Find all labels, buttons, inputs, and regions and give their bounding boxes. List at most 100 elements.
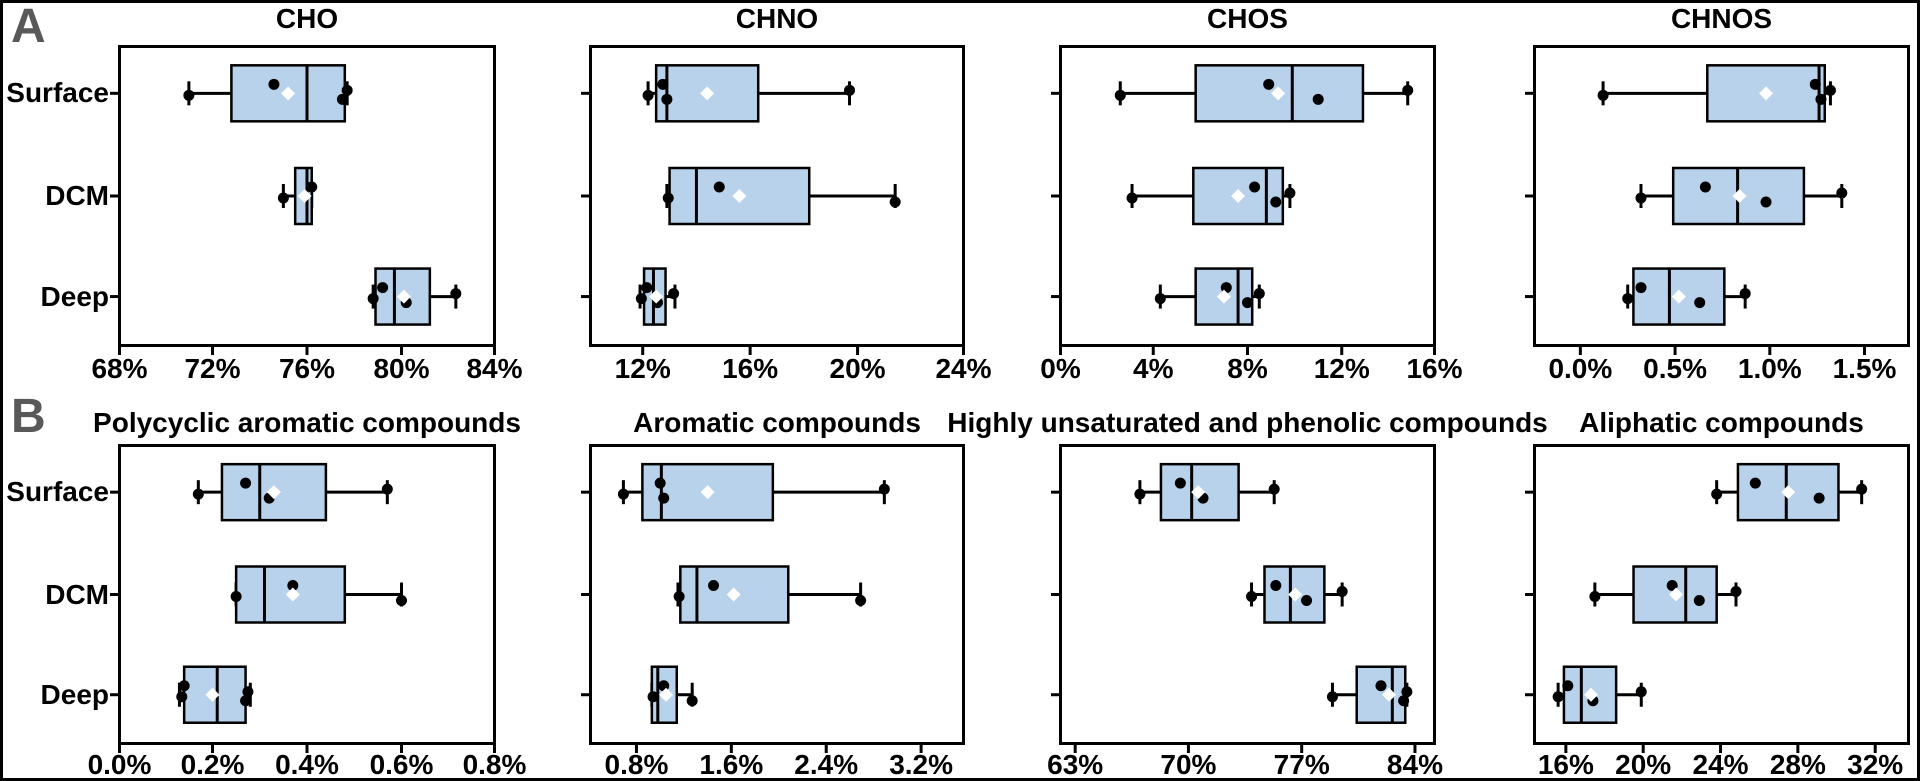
x-tick-label: 8% bbox=[1227, 353, 1268, 384]
mean-marker bbox=[1382, 687, 1397, 702]
data-point bbox=[277, 192, 289, 204]
mean-marker bbox=[1671, 289, 1686, 304]
data-point bbox=[1270, 196, 1282, 208]
data-point bbox=[287, 580, 299, 591]
data-point bbox=[1760, 196, 1772, 208]
data-point bbox=[230, 591, 242, 602]
boxplot-chnos bbox=[1525, 45, 1910, 355]
data-point bbox=[1552, 691, 1564, 703]
data-point bbox=[1597, 89, 1609, 101]
data-point bbox=[654, 477, 666, 489]
boxplot-cho bbox=[110, 45, 496, 355]
x-tick-label: 0.8% bbox=[604, 749, 669, 780]
data-point bbox=[889, 196, 901, 208]
box-group-surface bbox=[192, 462, 393, 522]
data-point bbox=[662, 192, 674, 204]
box-group-dcm bbox=[277, 166, 318, 226]
category-label-surface: Surface bbox=[6, 476, 109, 508]
box-group-deep bbox=[1622, 267, 1751, 326]
data-point bbox=[306, 181, 318, 193]
data-point bbox=[1562, 680, 1574, 692]
x-tick-label: 1.6% bbox=[699, 749, 764, 780]
box-group-surface bbox=[1711, 462, 1868, 522]
box-group-deep bbox=[1552, 665, 1647, 724]
x-tick-label: 63% bbox=[1047, 749, 1104, 780]
data-point bbox=[878, 483, 890, 495]
data-point bbox=[1326, 691, 1338, 703]
box-group-surface bbox=[1114, 64, 1414, 123]
data-point bbox=[641, 282, 653, 294]
mean-marker bbox=[266, 485, 281, 500]
mean-marker bbox=[1231, 189, 1246, 203]
box-group-surface bbox=[183, 64, 353, 123]
data-point bbox=[336, 93, 348, 105]
mean-marker bbox=[285, 587, 300, 602]
data-point bbox=[377, 282, 389, 294]
data-point bbox=[1824, 84, 1836, 96]
panel-title: Aliphatic compounds bbox=[1579, 407, 1864, 438]
mean-marker bbox=[649, 289, 664, 304]
box-group-dcm bbox=[1635, 166, 1848, 226]
x-tick-label: 12% bbox=[614, 353, 671, 384]
category-label-deep: Deep bbox=[40, 678, 109, 710]
mean-marker bbox=[659, 687, 674, 702]
mean-marker bbox=[732, 189, 747, 203]
x-tick-label: 24% bbox=[1692, 749, 1749, 780]
panel-title: Aromatic compounds bbox=[633, 407, 921, 438]
boxplot-aliphatic-compounds bbox=[1525, 444, 1910, 753]
data-point bbox=[176, 691, 188, 703]
data-point bbox=[1246, 591, 1258, 602]
data-point bbox=[1301, 595, 1313, 606]
boxplot-chno bbox=[581, 45, 965, 355]
data-point bbox=[1249, 181, 1261, 193]
panel-title: CHO bbox=[275, 3, 339, 34]
box-group-surface bbox=[1597, 64, 1836, 123]
data-point bbox=[1749, 477, 1761, 489]
data-point bbox=[713, 181, 725, 193]
x-tick-label: 20% bbox=[829, 353, 886, 384]
x-tick-label: 32% bbox=[1847, 749, 1904, 780]
boxplot-polycyclic-aromatic-compounds bbox=[110, 444, 496, 753]
boxplot-highly-unsaturated-and-phenolic-compounds bbox=[1051, 444, 1436, 753]
data-point bbox=[657, 78, 669, 90]
box-group-deep bbox=[1326, 665, 1413, 724]
data-point bbox=[1622, 293, 1634, 305]
data-point bbox=[1589, 591, 1601, 602]
mean-marker bbox=[1288, 587, 1303, 602]
x-tick-label: 1.0% bbox=[1737, 353, 1802, 384]
data-point bbox=[1635, 282, 1647, 294]
x-tick-label: 0.4% bbox=[275, 749, 339, 780]
data-point bbox=[1134, 488, 1146, 500]
x-tick-label: 72% bbox=[184, 353, 241, 384]
x-tick-label: 0.2% bbox=[180, 749, 245, 780]
data-point bbox=[450, 288, 462, 300]
data-point bbox=[708, 580, 720, 591]
category-label-deep: Deep bbox=[40, 280, 109, 312]
data-point bbox=[1730, 586, 1742, 597]
panel-title: CHOS bbox=[1207, 3, 1288, 34]
data-point bbox=[268, 78, 280, 90]
panel-title: Highly unsaturated and phenolic compound… bbox=[947, 407, 1548, 438]
x-tick-label: 16% bbox=[1406, 353, 1463, 384]
x-tick-label: 0.0% bbox=[87, 749, 152, 780]
data-point bbox=[1312, 93, 1324, 105]
data-point bbox=[1401, 686, 1413, 698]
data-point bbox=[686, 695, 698, 707]
box-group-dcm bbox=[230, 565, 407, 624]
x-tick-label: 12% bbox=[1313, 353, 1370, 384]
mean-marker bbox=[205, 687, 220, 702]
mean-marker bbox=[1584, 687, 1598, 702]
x-tick-label: 20% bbox=[1615, 749, 1672, 780]
x-tick-label: 70% bbox=[1160, 749, 1217, 780]
category-label-dcm: DCM bbox=[45, 180, 109, 211]
data-point bbox=[1711, 488, 1723, 500]
mean-marker bbox=[1271, 86, 1286, 101]
data-point bbox=[367, 293, 379, 305]
data-point bbox=[1398, 695, 1410, 707]
x-tick-label: 2.4% bbox=[794, 749, 859, 780]
data-point bbox=[617, 488, 629, 500]
data-point bbox=[1739, 288, 1751, 300]
x-tick-label: 0.6% bbox=[369, 749, 434, 780]
mean-marker bbox=[1732, 189, 1747, 203]
data-point bbox=[1693, 595, 1705, 606]
